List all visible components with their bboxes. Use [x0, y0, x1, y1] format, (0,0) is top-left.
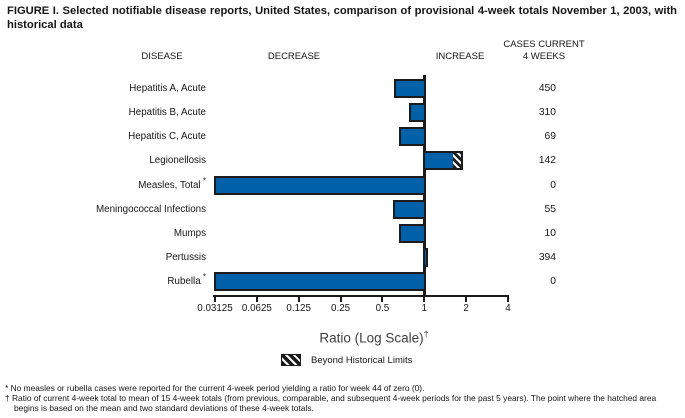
cases-value: 0	[550, 276, 556, 287]
axis-tick	[423, 295, 426, 302]
axis-tick-label: 0.25	[331, 303, 351, 314]
axis-tick	[381, 295, 384, 302]
x-axis-title: Ratio (Log Scale)†	[319, 329, 428, 346]
disease-label: Pertussis	[165, 252, 206, 263]
cases-value: 69	[544, 131, 556, 142]
axis-tick	[255, 295, 258, 302]
bar-hepatitis-c-acute	[399, 127, 426, 146]
cases-value: 10	[544, 228, 556, 239]
disease-label: Measles, Total *	[138, 176, 206, 191]
axis-tick	[507, 295, 509, 302]
bar-meningococcal-infections	[393, 200, 426, 219]
bar-hepatitis-b-acute	[409, 103, 426, 122]
beyond-historical-limits-swatch	[281, 354, 301, 366]
cases-value: 310	[538, 107, 556, 118]
column-header-disease: DISEASE	[141, 51, 183, 62]
axis-tick	[339, 295, 342, 302]
axis-tick	[297, 295, 300, 302]
dagger-footnote-marker: †	[423, 329, 429, 339]
cases-value: 55	[544, 204, 556, 215]
bar-rubella	[214, 272, 426, 291]
footnote-measles-rubella: * No measles or rubella cases were repor…	[5, 383, 681, 394]
disease-label: Hepatitis B, Acute	[128, 107, 206, 118]
footnotes: * No measles or rubella cases were repor…	[5, 383, 681, 414]
bar-hepatitis-a-acute	[394, 79, 426, 98]
footnote-text: Ratio of current 4-week total to mean of…	[12, 392, 657, 413]
x-axis-title-text: Ratio (Log Scale)	[319, 330, 424, 346]
bar-mumps	[399, 224, 426, 243]
axis-tick-label: 0.125	[286, 303, 311, 314]
disease-label: Hepatitis C, Acute	[128, 131, 206, 142]
cases-value: 394	[538, 252, 556, 263]
legend-label: Beyond Historical Limits	[311, 354, 413, 366]
disease-label: Rubella *	[167, 272, 206, 287]
disease-label: Mumps	[173, 228, 206, 239]
axis-tick-label: 0.03125	[197, 303, 233, 314]
column-header-decrease: DECREASE	[267, 51, 321, 62]
disease-label: Legionellosis	[149, 155, 206, 166]
axis-tick-label: 0.0625	[241, 303, 272, 314]
footnote-ratio-definition: † Ratio of current 4-week total to mean …	[5, 392, 681, 414]
beyond-historical-limits-hatch	[452, 153, 461, 168]
axis-tick-label: 1	[421, 303, 428, 314]
footnote-text: No measles or rubella cases were reporte…	[10, 383, 425, 393]
asterisk-marker: *	[5, 383, 9, 393]
column-header-increase: INCREASE	[435, 51, 485, 62]
cases-value: 142	[538, 155, 556, 166]
bar-pertussis	[423, 248, 429, 267]
dagger-marker: †	[5, 392, 10, 403]
cases-value: 0	[550, 180, 556, 191]
figure-title: FIGURE I. Selected notifiable disease re…	[7, 5, 677, 31]
legend: Beyond Historical Limits	[281, 354, 412, 366]
bar-measles-total	[214, 176, 426, 195]
x-axis-line	[213, 295, 509, 297]
axis-tick-label: 0.5	[375, 303, 390, 314]
cases-value: 450	[538, 83, 556, 94]
column-header-4-weeks: 4 WEEKS	[522, 51, 566, 62]
footnote-marker: *	[200, 272, 206, 282]
column-header-cases-current: CASES CURRENT	[503, 39, 585, 50]
bar-legionellosis	[423, 151, 463, 170]
axis-tick-label: 2	[463, 303, 469, 314]
footnote-marker: *	[200, 176, 206, 186]
axis-tick	[214, 295, 216, 302]
disease-label: Hepatitis A, Acute	[129, 83, 206, 94]
axis-tick	[465, 295, 468, 302]
disease-label: Meningococcal Infections	[95, 204, 206, 215]
axis-tick-label: 4	[505, 303, 511, 314]
